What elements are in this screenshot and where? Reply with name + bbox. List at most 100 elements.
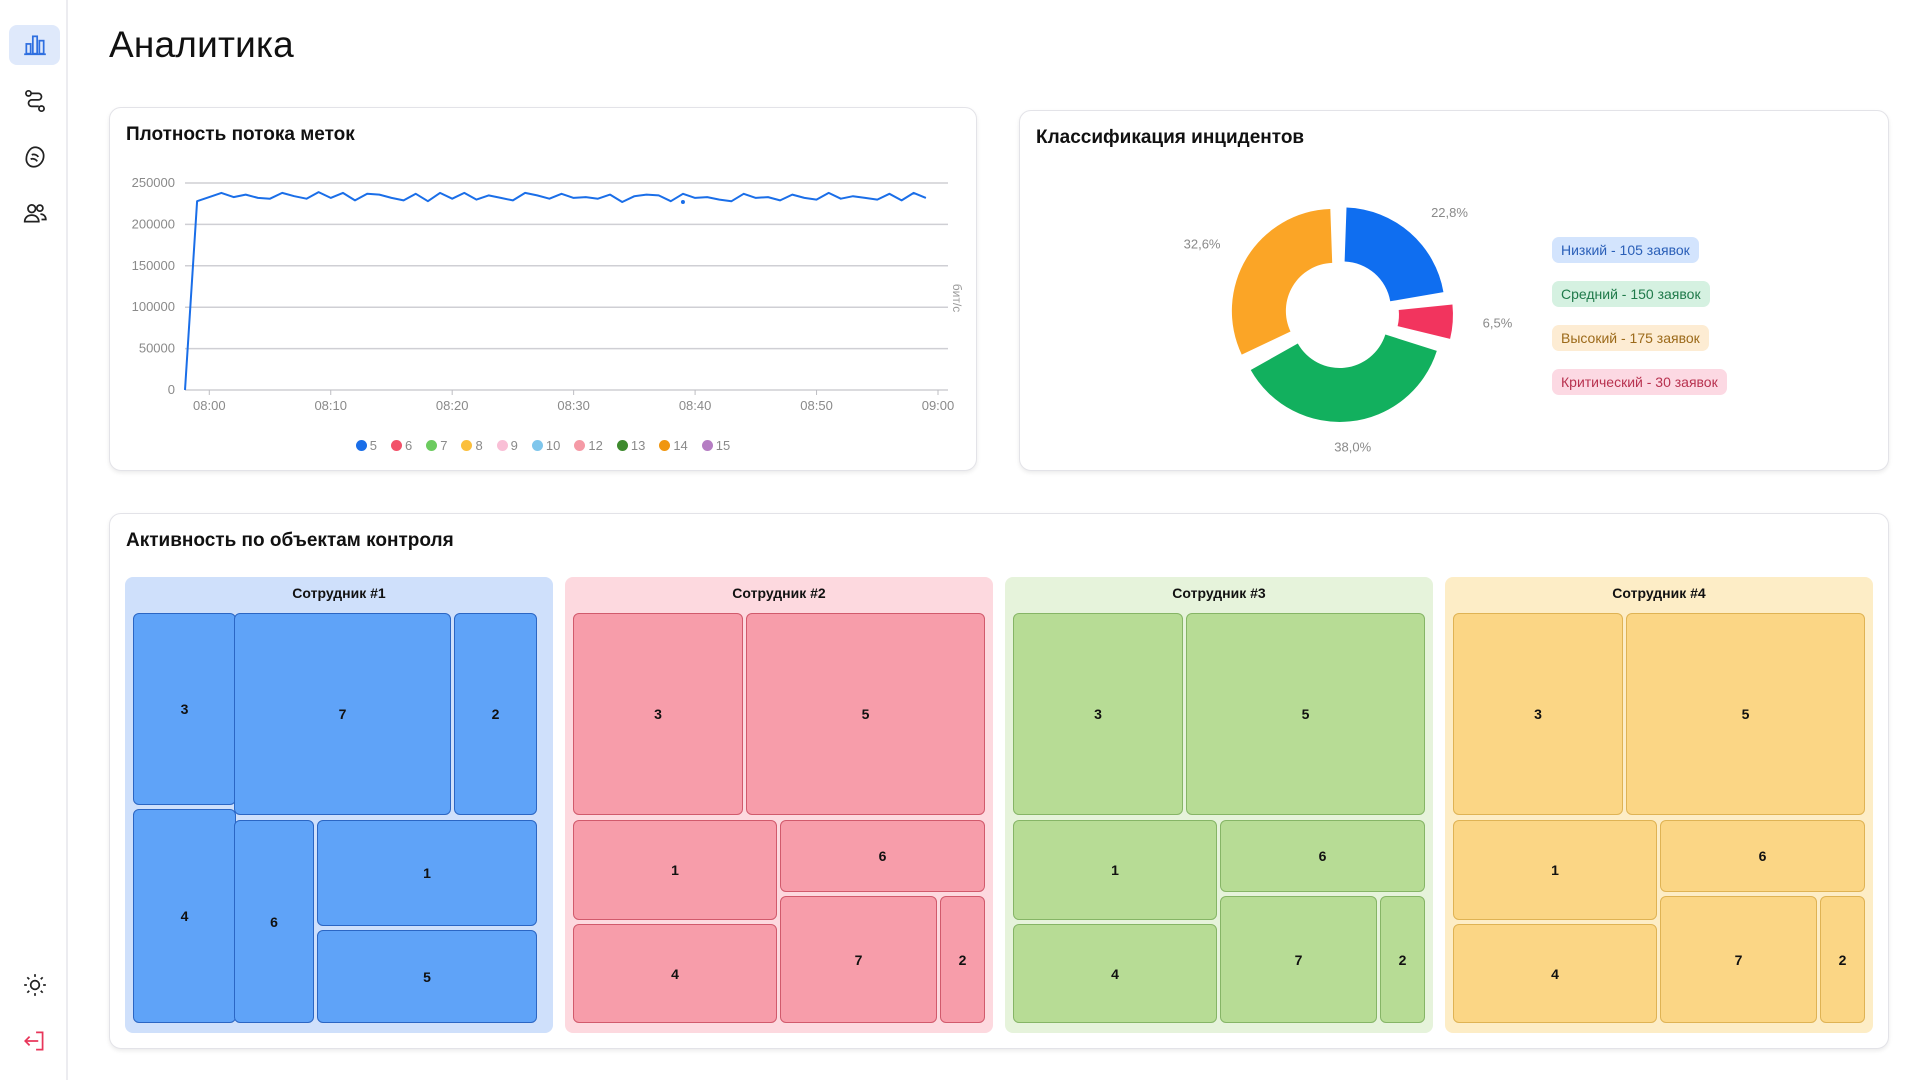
treemap-cell-7[interactable]: 7: [780, 896, 937, 1023]
legend-label: 10: [545, 438, 561, 453]
donut-percent-label: 38,0%: [1334, 439, 1371, 454]
treemap-cell-4[interactable]: 4: [1453, 924, 1657, 1023]
x-tick-label: 09:00: [922, 398, 955, 413]
legend-dot: [390, 440, 402, 451]
legend-dot: [616, 440, 628, 451]
treemap-cell-5[interactable]: 5: [746, 613, 985, 815]
treemap-cell-6[interactable]: 6: [234, 820, 314, 1023]
x-tick-label: 08:10: [314, 398, 347, 413]
sidebar-item-analytics[interactable]: [9, 25, 60, 65]
legend-item-14[interactable]: 14: [659, 438, 688, 453]
donut-legend-item-1[interactable]: Низкий - 105 заявок: [1552, 237, 1699, 263]
donut-percent-label: 6,5%: [1483, 316, 1513, 331]
sidebar-item-routes[interactable]: [9, 81, 60, 121]
treemap-cell-5[interactable]: 5: [1626, 613, 1865, 815]
legend-label: 7: [440, 438, 448, 453]
line-chart-card: Плотность потока меток 250000 200000 15000…: [109, 107, 977, 471]
treemap-cell-3[interactable]: 3: [1453, 613, 1623, 815]
legend-item-9[interactable]: 9: [496, 438, 518, 453]
treemap-cell-5[interactable]: 5: [317, 930, 537, 1023]
y-tick-label: 100000: [132, 299, 175, 314]
treemap-cell-4[interactable]: 4: [573, 924, 777, 1023]
donut-chart: 22,8% 6,5% 38,0% 32,6%: [1184, 205, 1513, 454]
line-chart-legend: 5 6 7 8 9 10 12 13 14 15: [110, 438, 976, 456]
treemap-cell-3[interactable]: 3: [1013, 613, 1183, 815]
donut-slice-1[interactable]: [1344, 207, 1444, 302]
users-icon: [23, 204, 47, 223]
treemap-cell-2[interactable]: 2: [1820, 896, 1865, 1023]
donut-slice-4[interactable]: [1231, 208, 1333, 355]
treemap-group-label: Сотрудник #4: [1612, 585, 1706, 601]
donut-percent-label: 32,6%: [1184, 236, 1221, 251]
y-tick-label: 250000: [132, 175, 175, 190]
donut-chart-card: Классификация инцидентов 22,8% 6,5% 38,0% 3…: [1019, 110, 1889, 471]
legend-label: 13: [630, 438, 646, 453]
line-chart-title: Плотность потока меток: [126, 124, 355, 145]
legend-item-7[interactable]: 7: [426, 438, 447, 453]
y-tick-label: 150000: [132, 258, 175, 273]
donut-legend-item-2[interactable]: Средний - 150 заявок: [1552, 281, 1710, 307]
treemap-cell-6[interactable]: 6: [1220, 820, 1425, 892]
legend-item-6[interactable]: 6: [390, 438, 413, 453]
donut-chart-title: Классификация инцидентов: [1036, 127, 1305, 148]
y-tick-label: 50000: [139, 341, 175, 356]
donut-legend-item-3[interactable]: Высокий - 175 заявок: [1552, 325, 1709, 351]
line-chart: 250000 200000 150000 100000 50000 0 08:00 08:10…: [132, 175, 964, 413]
legend-label: 14: [673, 438, 688, 453]
treemap-cell-4[interactable]: 4: [1013, 924, 1217, 1023]
legend-label: 12: [588, 438, 603, 453]
treemap-cell-1[interactable]: 1: [317, 820, 537, 926]
treemap-cell-6[interactable]: 6: [1660, 820, 1865, 892]
treemap-cell-4[interactable]: 4: [133, 809, 236, 1023]
bar-chart-icon: [23, 35, 46, 56]
legend-item-15[interactable]: 15: [701, 438, 731, 453]
legend-dot: [531, 440, 543, 451]
treemap-cell-7[interactable]: 7: [1660, 896, 1817, 1023]
theme-toggle-button[interactable]: [9, 965, 60, 1005]
treemap-cell-5[interactable]: 5: [1186, 613, 1425, 815]
logout-icon: [23, 1031, 43, 1051]
legend-item-12[interactable]: 12: [574, 438, 603, 453]
sidebar: [0, 0, 68, 1080]
legend-item-8[interactable]: 8: [461, 438, 483, 453]
page-title: Аналитика: [109, 24, 294, 65]
treemap-cell-2[interactable]: 2: [940, 896, 985, 1023]
treemap-cell-1[interactable]: 1: [573, 820, 777, 920]
treemap-cell-7[interactable]: 7: [234, 613, 451, 815]
legend-label: 9: [510, 438, 518, 453]
donut-legend-item-4[interactable]: Критический - 30 заявок: [1552, 369, 1727, 395]
legend-dot: [496, 440, 508, 451]
x-tick-label: 08:00: [193, 398, 226, 413]
treemap-cell-3[interactable]: 3: [133, 613, 236, 805]
donut-slice-2[interactable]: [1397, 304, 1453, 339]
legend-dot: [659, 440, 671, 451]
legend-item-13[interactable]: 13: [616, 438, 646, 453]
legend-label: 5: [369, 438, 377, 453]
treemap-title: Активность по объектам контроля: [126, 530, 454, 551]
legend-dot: [355, 440, 367, 451]
treemap-group-1: Сотрудник #1 3 7 2 4 6 1 5: [125, 577, 553, 1033]
donut-slice-3[interactable]: [1250, 334, 1437, 422]
treemap-cell-6[interactable]: 6: [780, 820, 985, 892]
legend-dot: [461, 440, 473, 451]
treemap-cell-1[interactable]: 1: [1013, 820, 1217, 920]
treemap-group-label: Сотрудник #2: [732, 585, 826, 601]
legend-item-10[interactable]: 10: [531, 438, 561, 453]
legend-label: 6: [404, 438, 413, 453]
treemap-cell-2[interactable]: 2: [1380, 896, 1425, 1023]
sidebar-item-users[interactable]: [9, 193, 60, 233]
sun-icon: [23, 974, 46, 996]
treemap-cell-7[interactable]: 7: [1220, 896, 1377, 1023]
legend-item-5[interactable]: 5: [355, 438, 377, 453]
treemap-cell-2[interactable]: 2: [454, 613, 537, 815]
y-axis-unit: бит/с: [950, 284, 964, 312]
logout-button[interactable]: [9, 1021, 60, 1061]
sidebar-item-tags[interactable]: [9, 137, 60, 177]
series-point: [680, 200, 685, 205]
treemap-cell-1[interactable]: 1: [1453, 820, 1657, 920]
treemap-cell-3[interactable]: 3: [573, 613, 743, 815]
legend-dot: [574, 440, 586, 451]
legend-label: 15: [715, 438, 731, 453]
legend-dot: [701, 440, 713, 451]
x-tick-label: 08:30: [557, 398, 590, 413]
